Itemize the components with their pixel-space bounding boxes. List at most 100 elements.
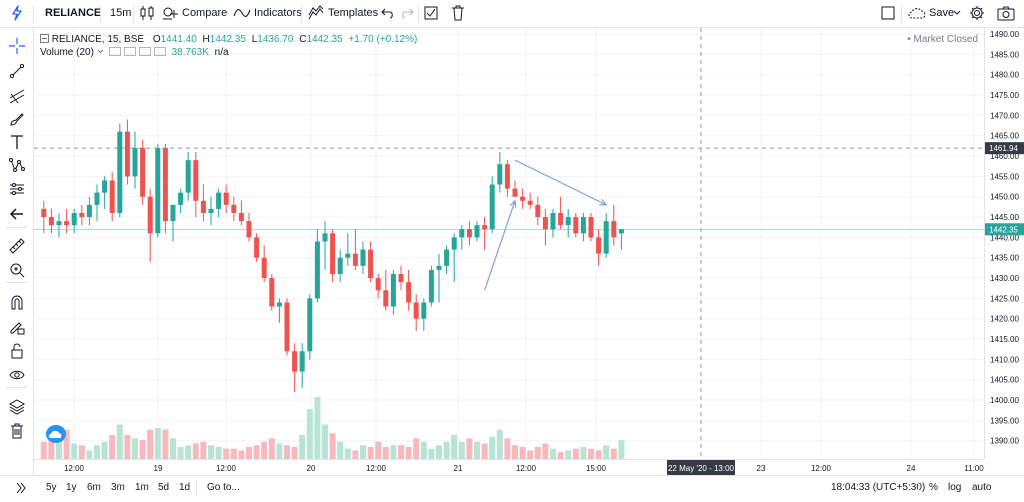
- date-range-icon[interactable]: [14, 482, 26, 494]
- more-icon[interactable]: [153, 47, 166, 56]
- auto-scale-toggle[interactable]: auto: [972, 482, 992, 493]
- lock-drawings-pencil-icon[interactable]: [9, 319, 25, 335]
- candle-body: [413, 302, 419, 319]
- menu-lightning-icon[interactable]: [10, 5, 24, 21]
- crosshair-time-label: 22 May '20 - 13:00: [668, 464, 735, 473]
- compare-button[interactable]: Compare: [182, 7, 228, 19]
- range-1d-button[interactable]: 1d: [179, 482, 191, 493]
- fib-retracement-icon[interactable]: [9, 88, 25, 104]
- candle-body: [223, 192, 229, 205]
- volume-bar: [147, 429, 154, 459]
- range-3m-button[interactable]: 3m: [111, 482, 125, 493]
- trend-line-icon[interactable]: [9, 63, 25, 79]
- volume-bar: [162, 429, 169, 459]
- cloud-icon: [908, 8, 926, 19]
- volume-bar: [413, 438, 420, 459]
- candle-body: [284, 302, 290, 352]
- indicators-button[interactable]: Indicators: [254, 7, 302, 19]
- candles-icon[interactable]: [139, 5, 155, 21]
- volume-bar: [314, 397, 321, 459]
- price-chart[interactable]: [34, 28, 984, 459]
- candle-body: [542, 217, 548, 230]
- crosshair-price-label: 1461.94: [989, 144, 1018, 153]
- text-tool-icon[interactable]: [9, 134, 25, 150]
- settings-icon[interactable]: [124, 47, 137, 56]
- time-axis[interactable]: 12:00 19 12:00 20 12:00 21 12:00 15:00 23 12:00 24…: [34, 459, 984, 475]
- pattern-icon[interactable]: [9, 157, 25, 173]
- object-tree-icon[interactable]: [9, 399, 25, 415]
- candle-body: [588, 217, 594, 238]
- price-tick-label: 1455.00: [990, 172, 1019, 181]
- trash-icon[interactable]: [451, 5, 465, 21]
- templates-button[interactable]: Templates: [328, 7, 379, 19]
- log-scale-toggle[interactable]: log: [948, 482, 962, 493]
- eye-icon[interactable]: [109, 47, 122, 56]
- volume-bar: [276, 443, 283, 459]
- interval-button[interactable]: 15m: [110, 7, 132, 19]
- price-tick-label: 1475.00: [990, 91, 1019, 100]
- time-tick-label: 15:00: [586, 464, 607, 473]
- prediction-icon[interactable]: [9, 181, 25, 197]
- range-1m-button[interactable]: 1m: [135, 482, 149, 493]
- volume-bar: [390, 445, 397, 459]
- ruler-icon[interactable]: [9, 238, 25, 254]
- volume-bar: [496, 429, 503, 459]
- candle-body: [558, 213, 564, 226]
- time-tick-label: 23: [757, 464, 766, 473]
- save-button[interactable]: Save: [929, 7, 955, 19]
- volume-bar: [519, 446, 526, 459]
- candle-body: [185, 160, 191, 193]
- volume-bar: [458, 441, 465, 459]
- zoom-in-icon[interactable]: [9, 262, 25, 278]
- time-tick-label: 24: [907, 464, 916, 473]
- cloud-save-badge-icon[interactable]: [46, 425, 66, 443]
- collapse-legend-icon[interactable]: [40, 34, 49, 43]
- eye-icon[interactable]: [9, 367, 25, 383]
- range-1y-button[interactable]: 1y: [66, 482, 77, 493]
- lock-icon[interactable]: [9, 343, 25, 359]
- volume-bar: [451, 434, 458, 459]
- close-icon[interactable]: [139, 47, 152, 56]
- magnet-icon[interactable]: [9, 294, 25, 310]
- candle-body: [489, 184, 495, 230]
- chevron-down-icon[interactable]: [97, 49, 104, 54]
- volume-bar: [474, 441, 480, 459]
- volume-bar: [185, 445, 192, 459]
- camera-icon[interactable]: [997, 5, 1015, 21]
- bottom-toolbar: 5y 1y 6m 3m 1m 5d 1d Go to... 18:04:33 (…: [0, 475, 1024, 502]
- candle-body: [527, 200, 533, 205]
- goto-date-button[interactable]: Go to...: [207, 482, 240, 493]
- fullscreen-icon[interactable]: [881, 6, 895, 20]
- volume-bar: [223, 448, 230, 459]
- trend-arrow: [484, 200, 516, 291]
- candle-body: [596, 237, 602, 254]
- brush-icon[interactable]: [9, 111, 25, 127]
- volume-bar: [139, 440, 146, 459]
- back-arrow-icon[interactable]: [9, 206, 25, 222]
- candle-body: [314, 241, 320, 299]
- redo-icon[interactable]: [400, 6, 414, 20]
- volume-bar: [56, 434, 62, 459]
- chevron-down-icon[interactable]: [953, 10, 961, 16]
- snapshot-checkbox-icon[interactable]: [424, 6, 438, 20]
- trash-drawings-icon[interactable]: [9, 423, 25, 439]
- candle-body: [497, 164, 503, 185]
- undo-icon[interactable]: [381, 6, 395, 20]
- percent-scale-toggle[interactable]: %: [929, 482, 938, 493]
- symbol-search-button[interactable]: RELIANCE: [45, 7, 102, 19]
- clock-timezone[interactable]: 18:04:33 (UTC+5:30): [831, 482, 926, 493]
- volume-bar: [428, 448, 435, 459]
- settings-gear-icon[interactable]: [969, 5, 985, 21]
- candle-body: [231, 204, 237, 213]
- drawing-toolbar: [0, 28, 34, 501]
- candle-body: [573, 217, 579, 234]
- range-5y-button[interactable]: 5y: [46, 482, 57, 493]
- range-5d-button[interactable]: 5d: [158, 482, 170, 493]
- price-tick-label: 1435.00: [990, 254, 1019, 263]
- price-tick-label: 1390.00: [990, 437, 1019, 446]
- volume-bar: [124, 434, 131, 459]
- price-axis[interactable]: 1490.00 1485.00 1480.00 1475.00 1470.00 1465.…: [984, 28, 1024, 459]
- crosshair-icon[interactable]: [9, 38, 25, 54]
- range-6m-button[interactable]: 6m: [87, 482, 101, 493]
- chart-pane[interactable]: RELIANCE, 15, BSE O1441.40 H1442.35 L143…: [34, 28, 984, 459]
